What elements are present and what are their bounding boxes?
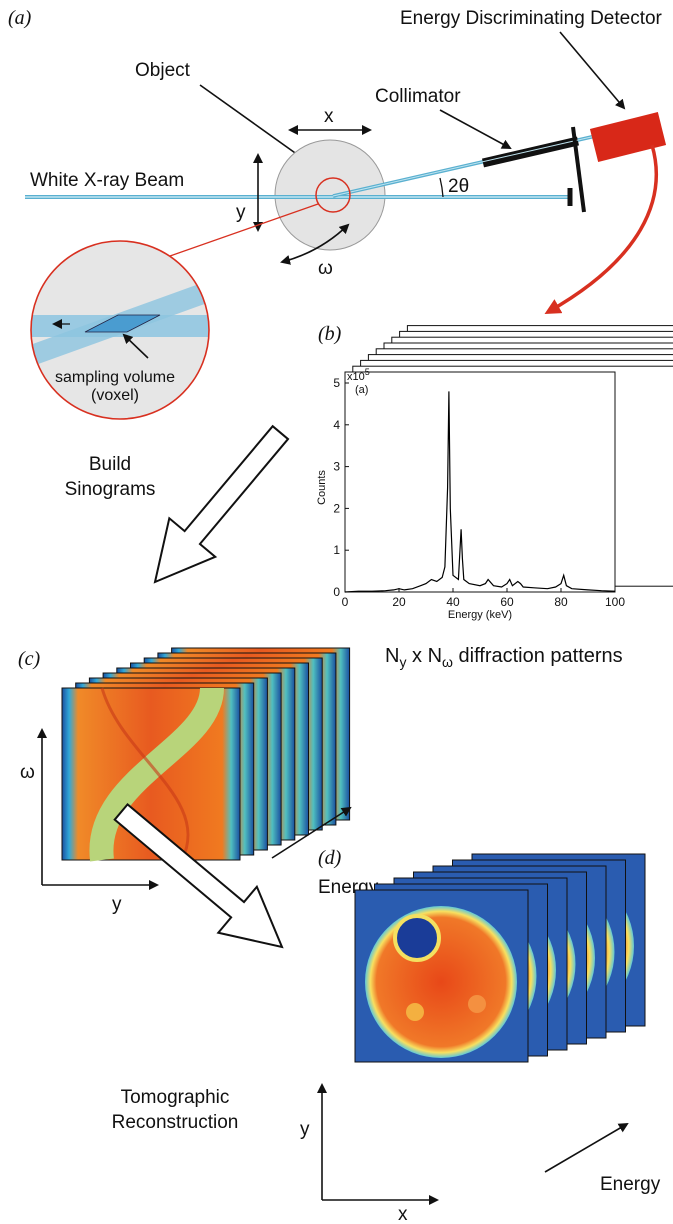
detector-label: Energy Discriminating Detector xyxy=(400,8,663,29)
multiplier-base: x10 xyxy=(347,371,365,383)
beam-label: White X-ray Beam xyxy=(30,170,184,191)
panel-label: (d) xyxy=(318,847,342,869)
inclusion xyxy=(468,995,486,1013)
panel-label: (c) xyxy=(18,648,41,670)
step-label: Build xyxy=(89,454,131,475)
arrow xyxy=(560,32,624,108)
collimator xyxy=(483,141,578,163)
step-arrow xyxy=(132,413,303,601)
panel-label: (a) xyxy=(8,7,32,29)
arrow xyxy=(200,85,305,160)
x-tick-label: 60 xyxy=(500,595,514,609)
axis-label: x xyxy=(398,1204,408,1224)
step-label: Tomographic xyxy=(121,1087,230,1108)
x-tick-label: 20 xyxy=(392,595,406,609)
panel-label: (b) xyxy=(318,323,342,345)
object-label: Object xyxy=(135,60,191,81)
y-tick-label: 1 xyxy=(333,543,340,557)
axis-arrow xyxy=(545,1124,627,1172)
sinogram-stack xyxy=(62,648,350,860)
axis-label: ω xyxy=(20,762,35,783)
reconstruction-disc xyxy=(365,906,517,1058)
y-label: y xyxy=(236,202,246,223)
collimator-label: Collimator xyxy=(375,86,461,107)
caption-part: ω xyxy=(442,654,453,670)
x-axis-label: Energy (keV) xyxy=(448,609,512,621)
x-tick-label: 100 xyxy=(605,595,625,609)
plot-label: (a) xyxy=(355,384,368,396)
x-tick-label: 40 xyxy=(446,595,460,609)
y-axis-label: Counts xyxy=(316,470,328,505)
rotation-label: ω xyxy=(318,258,333,279)
inset-label: sampling volume xyxy=(55,369,175,386)
axis-label: y xyxy=(300,1119,310,1140)
void-ring xyxy=(395,916,439,960)
plot-frame xyxy=(345,372,615,592)
arrow xyxy=(440,110,510,148)
inset-label: (voxel) xyxy=(91,387,139,404)
reconstruction-stack xyxy=(355,854,645,1062)
x-tick-label: 0 xyxy=(342,595,349,609)
step-label: Sinograms xyxy=(65,479,156,500)
spectrum-plot: 0 1 2 3 4 5 0 20 40 60 80 100 Energy (keV) Counts (a)x… xyxy=(316,367,625,621)
y-tick-label: 2 xyxy=(333,501,340,515)
y-tick-label: 3 xyxy=(333,460,340,474)
multiplier-exponent: 5 xyxy=(365,367,370,377)
y-tick-label: 4 xyxy=(333,418,340,432)
axis-label: Energy xyxy=(600,1174,661,1195)
caption-part: N xyxy=(385,645,399,667)
figure: (a) Energy Discriminating Detector Objec… xyxy=(0,0,673,1224)
x-label: x xyxy=(324,106,334,127)
caption-part: y xyxy=(399,654,406,670)
caption-part: diffraction patterns xyxy=(453,645,623,667)
x-tick-label: 80 xyxy=(554,595,568,609)
angle-arc xyxy=(440,178,443,197)
step-label: Reconstruction xyxy=(112,1112,239,1133)
axis-label: y xyxy=(112,894,122,915)
caption-part: x N xyxy=(406,645,442,667)
y-tick-label: 0 xyxy=(333,585,340,599)
patterns-caption: Ny x Nω diffraction patterns xyxy=(385,645,623,670)
signal-arrow xyxy=(548,145,656,312)
angle-label: 2θ xyxy=(448,176,469,197)
y-tick-label: 5 xyxy=(333,376,340,390)
inclusion xyxy=(406,1003,424,1021)
